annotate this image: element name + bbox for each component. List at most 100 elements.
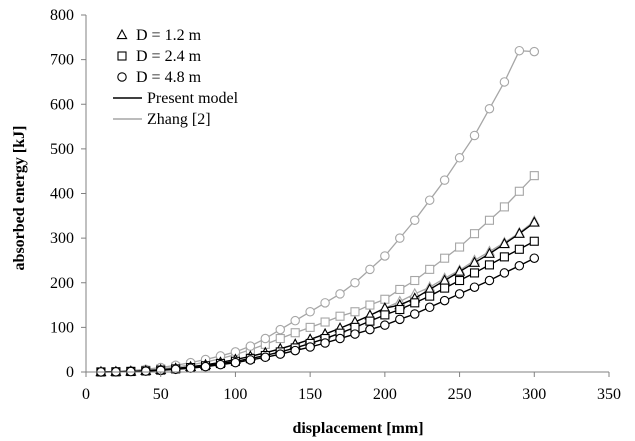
legend-item: D = 4.8 m <box>117 69 202 86</box>
data-point <box>215 359 226 370</box>
y-tick-label: 300 <box>50 230 74 247</box>
x-tick-label: 200 <box>373 386 397 403</box>
legend: D = 1.2 m D = 2.4 m D = 4.8 m Present model… <box>113 27 239 128</box>
data-point <box>529 253 540 263</box>
data-point <box>380 310 390 320</box>
data-point <box>290 315 300 326</box>
legend-item: Present model <box>113 90 239 107</box>
data-point <box>514 261 525 271</box>
data-point <box>484 275 495 286</box>
data-point <box>424 195 435 205</box>
data-point <box>290 328 300 338</box>
data-point <box>484 215 495 225</box>
data-point <box>425 264 435 274</box>
data-point <box>395 314 405 325</box>
data-point <box>440 253 450 263</box>
x-axis-title: displacement [mm] <box>292 420 423 437</box>
data-point <box>410 275 420 286</box>
legend-label: D = 2.4 m <box>136 48 202 65</box>
legend-item: Zhang [2] <box>113 111 211 128</box>
data-point <box>410 298 420 308</box>
y-tick-label: 500 <box>50 141 74 158</box>
data-point <box>350 329 360 339</box>
data-point <box>320 298 330 308</box>
series-line <box>100 175 535 373</box>
series-layer <box>95 45 540 377</box>
y-tick-label: 100 <box>50 319 74 336</box>
data-point <box>514 45 525 56</box>
legend-label: D = 1.2 m <box>136 27 202 44</box>
x-tick-label: 250 <box>448 386 472 403</box>
data-point <box>365 300 375 310</box>
data-point <box>483 247 495 258</box>
legend-item: D = 1.2 m <box>116 27 202 44</box>
legend-circle-icon <box>117 72 127 82</box>
data-point <box>529 236 539 246</box>
data-point <box>185 363 196 373</box>
data-point <box>350 307 360 317</box>
data-point <box>335 289 345 299</box>
data-point <box>425 291 435 301</box>
x-tick-label: 100 <box>223 386 247 403</box>
data-point <box>305 322 315 332</box>
data-point <box>469 130 480 141</box>
legend-label: D = 4.8 m <box>136 69 202 86</box>
data-point <box>275 324 286 335</box>
x-tick-label: 300 <box>522 386 546 403</box>
series-zhang-triangle <box>95 215 540 377</box>
data-point <box>514 244 524 254</box>
data-point <box>469 268 480 278</box>
data-point <box>454 265 466 276</box>
legend-label: Zhang [2] <box>147 111 211 128</box>
data-point <box>275 333 285 344</box>
data-point <box>455 242 465 252</box>
data-point <box>305 307 315 317</box>
x-tick-label: 150 <box>298 386 322 403</box>
data-point <box>513 227 525 238</box>
legend-label: Present model <box>147 90 239 107</box>
legend-item: D = 2.4 m <box>117 48 202 65</box>
data-point <box>365 316 375 326</box>
data-point <box>454 153 465 163</box>
data-point <box>245 355 256 365</box>
data-point <box>245 341 256 351</box>
data-point <box>320 338 330 348</box>
data-point <box>469 282 480 292</box>
axes: 0 50 100 150 200 250 300 350 0 100 200 300 400 500 600… <box>50 7 621 403</box>
data-point <box>170 364 181 375</box>
data-point <box>529 46 540 57</box>
data-point <box>440 283 450 293</box>
data-point <box>439 175 450 185</box>
legend-triangle-icon <box>116 28 128 40</box>
data-point <box>335 311 345 321</box>
data-point <box>439 295 450 306</box>
data-point <box>514 186 524 196</box>
data-point <box>395 304 405 315</box>
data-point <box>230 357 241 368</box>
data-point <box>260 352 271 363</box>
data-point <box>350 277 360 288</box>
data-point <box>380 251 390 261</box>
y-tick-label: 700 <box>50 52 74 69</box>
data-point <box>320 317 330 327</box>
data-point <box>528 216 540 227</box>
data-point <box>141 366 151 376</box>
y-tick-label: 200 <box>50 275 74 292</box>
x-tick-label: 50 <box>153 386 169 403</box>
x-tick-label: 0 <box>82 386 90 403</box>
data-point <box>424 302 435 313</box>
data-point <box>454 289 465 299</box>
data-point <box>409 215 420 226</box>
data-point <box>469 229 480 239</box>
data-point <box>409 309 420 319</box>
data-point <box>260 333 271 344</box>
series-line <box>100 221 535 373</box>
data-point <box>499 202 509 212</box>
data-point <box>499 268 510 278</box>
data-point <box>498 237 510 249</box>
x-tick-label: 350 <box>597 386 621 403</box>
data-point <box>468 256 481 267</box>
data-point <box>200 361 211 372</box>
data-point <box>395 284 405 294</box>
data-point <box>275 349 286 359</box>
